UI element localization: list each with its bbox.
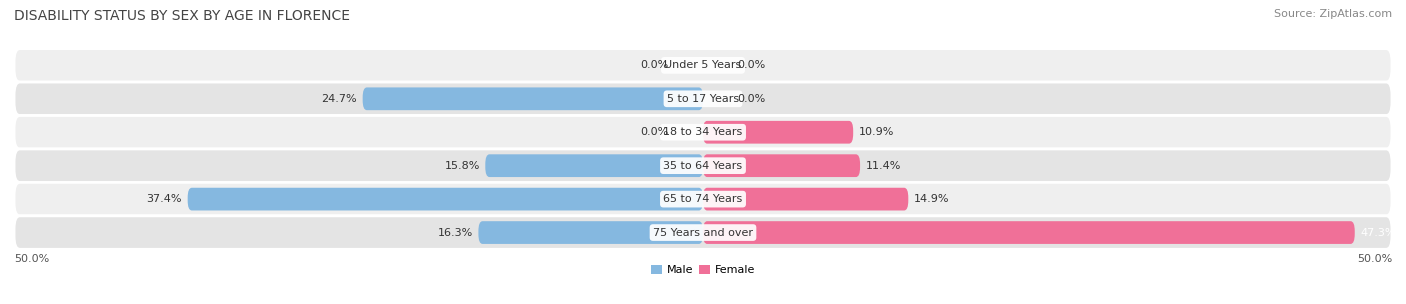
Text: 75 Years and over: 75 Years and over bbox=[652, 228, 754, 237]
FancyBboxPatch shape bbox=[14, 116, 1392, 149]
Text: 0.0%: 0.0% bbox=[640, 60, 669, 70]
Text: 0.0%: 0.0% bbox=[640, 127, 669, 137]
FancyBboxPatch shape bbox=[363, 88, 703, 110]
Text: 10.9%: 10.9% bbox=[859, 127, 894, 137]
Text: 24.7%: 24.7% bbox=[322, 94, 357, 104]
Text: 16.3%: 16.3% bbox=[437, 228, 472, 237]
FancyBboxPatch shape bbox=[703, 221, 1355, 244]
Text: 11.4%: 11.4% bbox=[866, 161, 901, 171]
Text: 18 to 34 Years: 18 to 34 Years bbox=[664, 127, 742, 137]
FancyBboxPatch shape bbox=[485, 154, 703, 177]
FancyBboxPatch shape bbox=[703, 188, 908, 210]
Text: Source: ZipAtlas.com: Source: ZipAtlas.com bbox=[1274, 9, 1392, 19]
Text: 65 to 74 Years: 65 to 74 Years bbox=[664, 194, 742, 204]
FancyBboxPatch shape bbox=[14, 149, 1392, 182]
Text: DISABILITY STATUS BY SEX BY AGE IN FLORENCE: DISABILITY STATUS BY SEX BY AGE IN FLORE… bbox=[14, 9, 350, 23]
Text: 0.0%: 0.0% bbox=[738, 60, 766, 70]
Text: 0.0%: 0.0% bbox=[738, 94, 766, 104]
FancyBboxPatch shape bbox=[187, 188, 703, 210]
FancyBboxPatch shape bbox=[14, 182, 1392, 216]
Text: Under 5 Years: Under 5 Years bbox=[665, 60, 741, 70]
Text: 37.4%: 37.4% bbox=[146, 194, 183, 204]
Legend: Male, Female: Male, Female bbox=[647, 261, 759, 280]
FancyBboxPatch shape bbox=[14, 82, 1392, 116]
FancyBboxPatch shape bbox=[14, 216, 1392, 249]
Text: 15.8%: 15.8% bbox=[444, 161, 479, 171]
Text: 47.3%: 47.3% bbox=[1360, 228, 1396, 237]
Text: 14.9%: 14.9% bbox=[914, 194, 949, 204]
Text: 35 to 64 Years: 35 to 64 Years bbox=[664, 161, 742, 171]
FancyBboxPatch shape bbox=[703, 121, 853, 143]
Text: 50.0%: 50.0% bbox=[1357, 254, 1392, 264]
Text: 5 to 17 Years: 5 to 17 Years bbox=[666, 94, 740, 104]
Text: 50.0%: 50.0% bbox=[14, 254, 49, 264]
FancyBboxPatch shape bbox=[703, 154, 860, 177]
FancyBboxPatch shape bbox=[14, 49, 1392, 82]
FancyBboxPatch shape bbox=[478, 221, 703, 244]
